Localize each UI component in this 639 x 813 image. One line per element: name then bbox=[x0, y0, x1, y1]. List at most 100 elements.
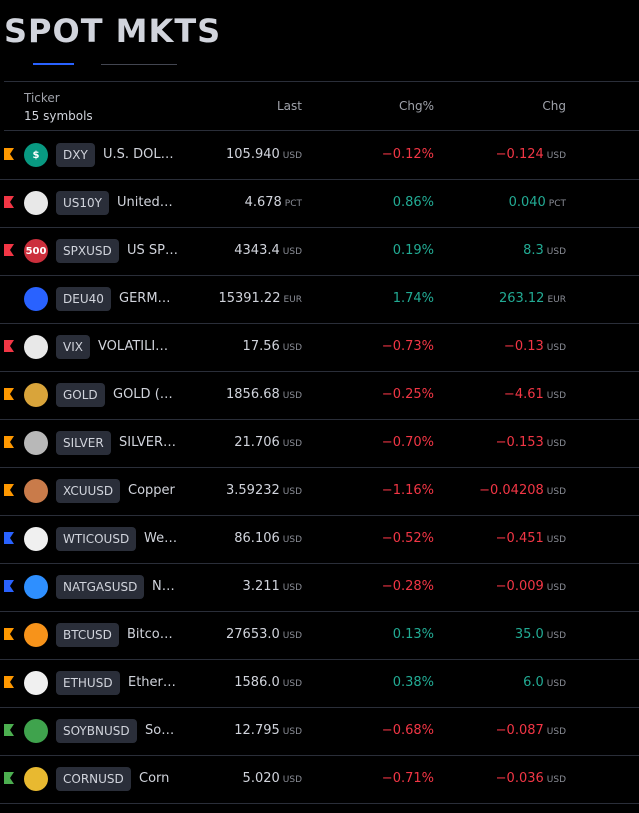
currency-unit: USD bbox=[546, 583, 566, 593]
symbol-name: Corn bbox=[139, 771, 170, 786]
color-flag[interactable] bbox=[4, 724, 14, 736]
change: −0.036 USD bbox=[496, 767, 566, 792]
column-header[interactable]: Ticker bbox=[24, 91, 60, 105]
currency-unit: USD bbox=[282, 391, 302, 401]
last-price: 15391.22 EUR bbox=[218, 287, 302, 312]
color-flag[interactable] bbox=[4, 484, 14, 496]
ticker-badge[interactable]: SOYBNUSD bbox=[56, 719, 137, 743]
table-row[interactable]: DEU40 GERM… 15391.22 EUR 1.74% 263.12 EUR bbox=[0, 275, 639, 324]
tab-indicator[interactable] bbox=[101, 64, 177, 65]
symbol-icon: $ bbox=[24, 143, 48, 167]
table-row[interactable]: BTCUSD Bitco… 27653.0 USD 0.13% 35.0 USD bbox=[0, 611, 639, 660]
color-flag[interactable] bbox=[4, 388, 14, 400]
table-row[interactable]: NATGASUSD N… 3.211 USD −0.28% −0.009 USD bbox=[0, 563, 639, 612]
change-value: −4.61 bbox=[503, 387, 544, 402]
table-row[interactable]: ETHUSD Ether… 1586.0 USD 0.38% 6.0 USD bbox=[0, 659, 639, 708]
change: 263.12 EUR bbox=[499, 287, 566, 312]
column-header[interactable]: Last bbox=[277, 99, 302, 113]
table-row[interactable]: SILVER SILVER… 21.706 USD −0.70% −0.153 USD bbox=[0, 419, 639, 468]
ticker-badge[interactable]: SILVER bbox=[56, 431, 111, 455]
ticker-badge[interactable]: DXY bbox=[56, 143, 95, 167]
table-row[interactable]: WTICOUSD We… 86.106 USD −0.52% −0.451 USD bbox=[0, 515, 639, 564]
change-percent: 0.13% bbox=[392, 627, 434, 642]
last-value: 1586.0 bbox=[234, 675, 280, 690]
page-title: SPOT MKTS bbox=[4, 12, 222, 50]
currency-unit: USD bbox=[282, 631, 302, 641]
table-row[interactable]: SOYBNUSD So… 12.795 USD −0.68% −0.087 USD bbox=[0, 707, 639, 756]
ticker-badge[interactable]: NATGASUSD bbox=[56, 575, 145, 599]
color-flag[interactable] bbox=[4, 628, 14, 640]
symbol-name: U.S. DOL… bbox=[103, 147, 174, 162]
currency-unit: USD bbox=[282, 439, 302, 449]
change-percent: −0.68% bbox=[381, 723, 434, 738]
ticker-badge[interactable]: WTICOUSD bbox=[56, 527, 137, 551]
table-row[interactable]: XCUUSD Copper 3.59232 USD −1.16% −0.04208 USD bbox=[0, 467, 639, 516]
symbol-name: So… bbox=[145, 723, 175, 738]
symbol-name: US SP… bbox=[127, 243, 178, 258]
currency-unit: USD bbox=[282, 727, 302, 737]
change-percent: −0.52% bbox=[381, 531, 434, 546]
symbol-name: Ether… bbox=[128, 675, 176, 690]
ticker-badge[interactable]: BTCUSD bbox=[56, 623, 119, 647]
table-row[interactable]: $ DXY U.S. DOL… 105.940 USD −0.12% −0.124 USD bbox=[0, 131, 639, 180]
table-row[interactable]: VIX VOLATILI… 17.56 USD −0.73% −0.13 USD bbox=[0, 323, 639, 372]
ticker-badge[interactable]: GOLD bbox=[56, 383, 105, 407]
ticker-badge[interactable]: SPXUSD bbox=[56, 239, 119, 263]
column-header[interactable]: Chg bbox=[542, 99, 566, 113]
tab-indicator[interactable] bbox=[33, 63, 74, 65]
symbol-name: Bitco… bbox=[127, 627, 173, 642]
ticker-badge[interactable]: DEU40 bbox=[56, 287, 111, 311]
column-header[interactable]: Chg% bbox=[398, 99, 434, 113]
ticker-badge[interactable]: VIX bbox=[56, 335, 90, 359]
last-value: 15391.22 bbox=[218, 291, 281, 306]
symbol-name: N… bbox=[152, 579, 175, 594]
color-flag[interactable] bbox=[4, 772, 14, 784]
currency-unit: USD bbox=[282, 487, 302, 497]
table-row[interactable]: 500 SPXUSD US SP… 4343.4 USD 0.19% 8.3 USD bbox=[0, 227, 639, 276]
change-value: −0.087 bbox=[495, 723, 544, 738]
symbol-icon bbox=[24, 191, 48, 215]
change: 0.040 PCT bbox=[509, 191, 566, 216]
color-flag[interactable] bbox=[4, 148, 14, 160]
color-flag[interactable] bbox=[4, 580, 14, 592]
table-row[interactable]: CORNUSD Corn 5.020 USD −0.71% −0.036 USD bbox=[0, 755, 639, 804]
color-flag[interactable] bbox=[4, 196, 14, 208]
currency-unit: USD bbox=[282, 583, 302, 593]
last-value: 86.106 bbox=[234, 531, 280, 546]
change: −4.61 USD bbox=[504, 383, 566, 408]
last-value: 3.59232 bbox=[226, 483, 280, 498]
change: 8.3 USD bbox=[523, 239, 566, 264]
ticker-badge[interactable]: US10Y bbox=[56, 191, 109, 215]
symbol-icon bbox=[24, 575, 48, 599]
ticker-badge[interactable]: ETHUSD bbox=[56, 671, 120, 695]
change-percent: −0.70% bbox=[381, 435, 434, 450]
color-flag[interactable] bbox=[4, 436, 14, 448]
color-flag[interactable] bbox=[4, 676, 14, 688]
currency-unit: USD bbox=[282, 775, 302, 785]
table-row[interactable]: GOLD GOLD (… 1856.68 USD −0.25% −4.61 USD bbox=[0, 371, 639, 420]
ticker-badge[interactable]: CORNUSD bbox=[56, 767, 131, 791]
symbol-name: SILVER… bbox=[119, 435, 177, 450]
change-value: −0.451 bbox=[495, 531, 544, 546]
table-row[interactable]: US10Y United… 4.678 PCT 0.86% 0.040 PCT bbox=[0, 179, 639, 228]
color-flag[interactable] bbox=[4, 244, 14, 256]
currency-unit: USD bbox=[546, 343, 566, 353]
color-flag[interactable] bbox=[4, 340, 14, 352]
change-value: −0.009 bbox=[495, 579, 544, 594]
currency-unit: EUR bbox=[547, 295, 566, 305]
last-value: 21.706 bbox=[234, 435, 280, 450]
symbol-name: GOLD (… bbox=[113, 387, 173, 402]
ticker-badge[interactable]: XCUUSD bbox=[56, 479, 121, 503]
symbol-count: 15 symbols bbox=[24, 109, 93, 123]
divider bbox=[4, 130, 639, 131]
currency-unit: USD bbox=[546, 439, 566, 449]
color-flag[interactable] bbox=[4, 532, 14, 544]
change-value: −0.04208 bbox=[479, 483, 544, 498]
last-price: 21.706 USD bbox=[234, 431, 302, 456]
last-value: 12.795 bbox=[234, 723, 280, 738]
change-value: 263.12 bbox=[498, 291, 545, 306]
last-value: 17.56 bbox=[242, 339, 280, 354]
last-price: 1586.0 USD bbox=[234, 671, 302, 696]
symbol-icon: 500 bbox=[24, 239, 48, 263]
